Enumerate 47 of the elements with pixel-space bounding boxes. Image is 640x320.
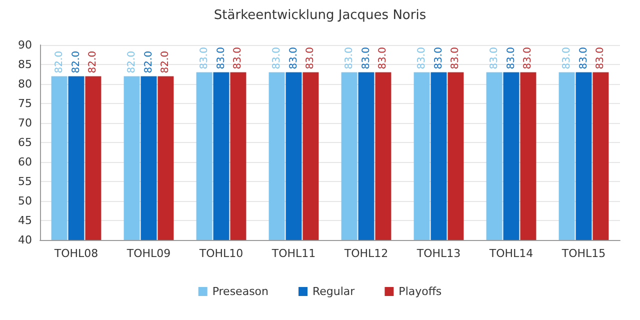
y-tick-label: 50	[18, 194, 32, 208]
data-label: 83.0	[578, 47, 590, 70]
x-tick-label: TOHL14	[488, 247, 534, 260]
data-label: 82.0	[126, 50, 138, 74]
x-tick-label: TOHL12	[343, 247, 388, 260]
legend-label: Regular	[312, 285, 356, 298]
data-label: 83.0	[344, 47, 355, 70]
data-label: 82.0	[54, 50, 65, 74]
x-tick-label: TOHL13	[416, 247, 461, 260]
x-tick-label: TOHL09	[126, 247, 171, 260]
data-label: 83.0	[288, 47, 300, 70]
x-tick-label: TOHL11	[270, 247, 316, 260]
data-label: 83.0	[450, 47, 462, 70]
y-tick-label: 85	[18, 58, 32, 71]
data-label: 82.0	[143, 50, 154, 74]
data-label: 83.0	[232, 47, 244, 70]
data-label: 83.0	[216, 47, 227, 70]
y-tick-label: 80	[18, 78, 32, 90]
y-tick-label: 65	[18, 136, 32, 149]
legend-label: Playoffs	[398, 285, 442, 298]
data-label: 83.0	[416, 47, 428, 70]
y-tick-label: 60	[18, 156, 32, 168]
y-tick-label: 45	[18, 214, 32, 227]
data-label: 82.0	[160, 50, 172, 74]
data-label: 82.0	[88, 50, 99, 74]
data-label: 83.0	[360, 47, 372, 70]
x-tick-label: TOHL15	[560, 247, 606, 260]
data-label: 83.0	[561, 47, 572, 70]
y-tick-label: 55	[18, 175, 32, 188]
x-tick-label: TOHL10	[198, 247, 244, 260]
y-tick-label: 70	[18, 116, 32, 130]
chart-title: Stärkeentwicklung Jacques Noris	[214, 8, 426, 23]
y-tick-label: 90	[18, 38, 32, 52]
data-label: 83.0	[433, 47, 444, 70]
data-label: 83.0	[378, 47, 389, 70]
data-label: 83.0	[506, 47, 517, 70]
data-label: 83.0	[488, 47, 500, 70]
x-tick-label: TOHL08	[53, 247, 98, 260]
data-label: 83.0	[198, 47, 210, 70]
data-label: 83.0	[595, 47, 606, 70]
legend-label: Preseason	[212, 285, 269, 298]
data-label: 82.0	[70, 50, 82, 74]
data-label: 83.0	[271, 47, 282, 70]
data-label: 83.0	[305, 47, 316, 70]
y-tick-label: 75	[18, 97, 32, 110]
data-label: 83.0	[522, 47, 534, 70]
y-tick-label: 40	[18, 234, 32, 246]
